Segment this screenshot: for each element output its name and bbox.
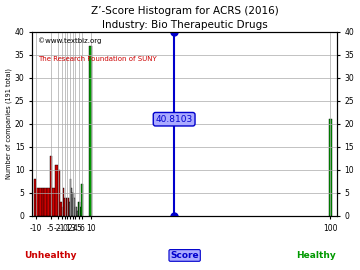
Bar (64, 198, 66, 216)
Bar (52, 188, 55, 216)
Bar (58, 170, 60, 216)
Bar (90, 46, 92, 216)
Text: The Research Foundation of SUNY: The Research Foundation of SUNY (38, 56, 157, 62)
Text: ©www.textbiz.org: ©www.textbiz.org (38, 37, 102, 44)
Bar (79, 202, 80, 216)
Bar (77, 211, 79, 216)
Bar (63, 188, 64, 216)
Bar (80, 207, 81, 216)
Text: Healthy: Healthy (296, 251, 336, 260)
Bar (55, 165, 58, 216)
Bar (70, 179, 71, 216)
Bar (67, 198, 68, 216)
Title: Z’-Score Histogram for ACRS (2016)
Industry: Bio Therapeutic Drugs: Z’-Score Histogram for ACRS (2016) Indus… (91, 6, 279, 29)
Text: 40.8103: 40.8103 (156, 115, 193, 124)
Text: Score: Score (170, 251, 199, 260)
Text: Unhealthy: Unhealthy (24, 251, 77, 260)
Bar (329, 119, 332, 216)
Bar (44, 188, 47, 216)
Bar (39, 188, 41, 216)
Bar (60, 202, 62, 216)
Bar (72, 193, 73, 216)
Bar (73, 198, 75, 216)
Bar (68, 198, 69, 216)
Bar (33, 179, 36, 216)
Bar (62, 207, 63, 216)
Bar (76, 207, 77, 216)
Bar (81, 184, 83, 216)
Y-axis label: Number of companies (191 total): Number of companies (191 total) (5, 68, 12, 179)
Bar (71, 188, 72, 216)
Bar (50, 156, 52, 216)
Bar (72, 193, 74, 216)
Bar (41, 188, 44, 216)
Bar (78, 202, 79, 216)
Bar (47, 188, 50, 216)
Bar (69, 202, 70, 216)
Bar (75, 207, 76, 216)
Bar (66, 198, 67, 216)
Bar (36, 188, 39, 216)
